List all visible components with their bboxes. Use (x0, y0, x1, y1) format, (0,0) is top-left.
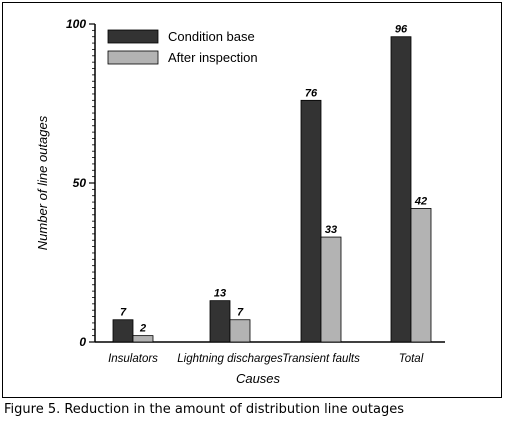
y-tick-label: 0 (79, 335, 86, 349)
bar (320, 236, 342, 343)
bar (112, 319, 134, 343)
bar (300, 99, 322, 343)
figure-caption: Figure 5. Reduction in the amount of dis… (4, 402, 404, 417)
x-category-label: Transient faults (282, 353, 360, 365)
bar-value-label: 7 (120, 307, 127, 319)
x-category-label: Total (399, 353, 424, 365)
bar-value-label: 13 (214, 288, 226, 300)
y-tick-label: 50 (73, 176, 87, 190)
y-tick-label: 100 (66, 17, 86, 31)
bar-value-label: 33 (325, 224, 337, 236)
legend-label: Condition base (168, 29, 255, 44)
x-axis-title: Causes (236, 371, 281, 386)
bar-chart: 0 50 100 Number of line outages Causes Insula… (35, 17, 445, 386)
bar (132, 335, 154, 343)
bar-value-label: 96 (395, 24, 408, 36)
bar (229, 319, 251, 343)
legend-swatch (107, 50, 159, 65)
x-category-label: Lightning discharges (177, 353, 283, 365)
bar-value-label: 76 (305, 87, 318, 99)
bar-value-label: 42 (414, 195, 427, 207)
y-axis-title: Number of line outages (35, 115, 50, 250)
x-category-label: Insulators (108, 353, 158, 365)
bar-value-label: 2 (139, 323, 146, 335)
bar (410, 208, 432, 343)
chart-bars (112, 36, 432, 343)
legend-swatch (107, 29, 159, 44)
bar (209, 300, 231, 343)
chart-legend: Condition base After inspection (107, 29, 258, 65)
legend-label: After inspection (168, 50, 258, 65)
bar (390, 36, 412, 343)
bar-value-label: 7 (237, 307, 244, 319)
